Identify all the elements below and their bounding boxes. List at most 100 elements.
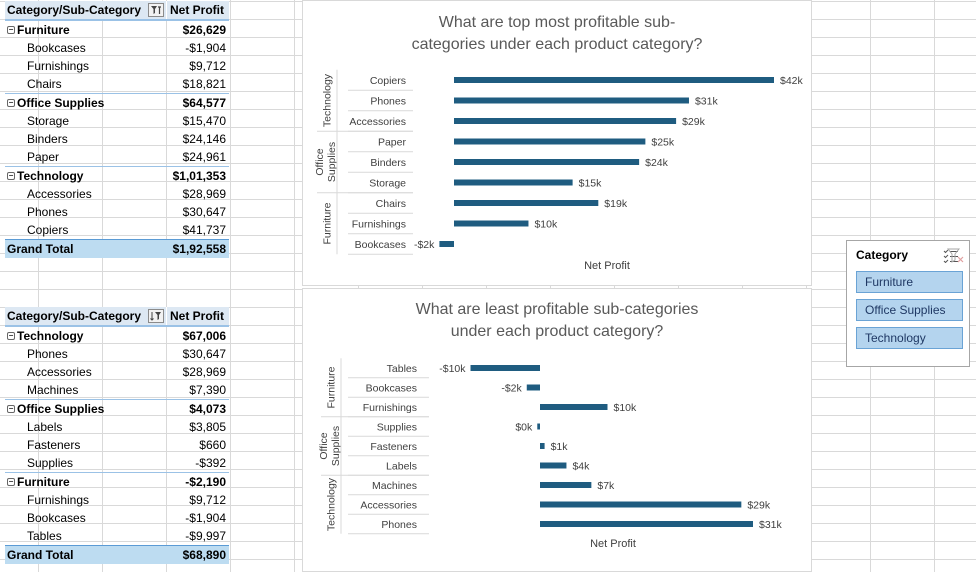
row-value: $24,961: [182, 150, 226, 164]
row-value: $28,969: [182, 365, 226, 379]
row-value: -$9,997: [185, 529, 226, 543]
row-value: $67,006: [182, 329, 226, 343]
category-label: Paper: [378, 137, 407, 149]
subcategory-row[interactable]: Bookcases -$1,904: [5, 39, 229, 57]
row-label: Bookcases: [27, 511, 86, 525]
row-value: $30,647: [182, 347, 226, 361]
collapse-icon[interactable]: −: [7, 171, 15, 180]
chart-title: What are least profitable sub-categories…: [415, 301, 699, 340]
group-label: Furniture: [326, 366, 338, 408]
category-row[interactable]: − Furniture $26,629: [5, 20, 229, 39]
subcategory-row[interactable]: Chairs $18,821: [5, 75, 229, 93]
bar: [526, 384, 540, 391]
category-label: Labels: [386, 461, 417, 473]
subcategory-row[interactable]: Furnishings $9,712: [5, 491, 229, 509]
category-label: Binders: [370, 157, 406, 169]
subcategory-row[interactable]: Accessories $28,969: [5, 363, 229, 381]
grand-total-row[interactable]: Grand Total $68,890: [5, 545, 229, 564]
chart-top-profitable[interactable]: What are top most profitable sub-categor…: [302, 0, 812, 286]
data-label: $29k: [682, 116, 706, 128]
slicer-item-office-supplies[interactable]: Office Supplies: [856, 299, 963, 321]
collapse-icon[interactable]: −: [7, 98, 15, 107]
category-row[interactable]: − Technology $67,006: [5, 326, 229, 345]
filter-dropdown-icon[interactable]: [148, 3, 164, 17]
category-label: Machines: [372, 480, 417, 492]
group-label: OfficeSupplies: [318, 426, 342, 466]
bar: [454, 138, 646, 145]
pivot-value-header: Net Profit: [166, 1, 229, 19]
subcategory-row[interactable]: Supplies -$392: [5, 454, 229, 472]
category-label: Phones: [381, 519, 417, 531]
data-label: $42k: [780, 75, 804, 87]
category-row[interactable]: − Furniture -$2,190: [5, 472, 229, 491]
row-label: Accessories: [27, 187, 92, 201]
data-label: $1k: [551, 441, 569, 453]
row-label: Furnishings: [27, 59, 90, 73]
row-label: Tables: [27, 529, 62, 543]
row-value: $660: [199, 438, 226, 452]
row-label: Chairs: [27, 77, 62, 91]
row-value: $9,712: [189, 493, 226, 507]
row-label: Phones: [27, 347, 68, 361]
subcategory-row[interactable]: Furnishings $9,712: [5, 57, 229, 75]
subcategory-row[interactable]: Copiers $41,737: [5, 221, 229, 239]
row-label: Binders: [27, 132, 68, 146]
row-label: Office Supplies: [17, 402, 105, 416]
row-value: -$1,904: [185, 511, 226, 525]
category-label: Supplies: [377, 422, 417, 434]
subcategory-row[interactable]: Phones $30,647: [5, 345, 229, 363]
subcategory-row[interactable]: Machines $7,390: [5, 381, 229, 399]
subcategory-row[interactable]: Paper $24,961: [5, 148, 229, 166]
subcategory-row[interactable]: Fasteners $660: [5, 436, 229, 454]
category-label: Furnishings: [352, 219, 406, 231]
subcategory-row[interactable]: Tables -$9,997: [5, 527, 229, 545]
chart-least-profitable[interactable]: What are least profitable sub-categories…: [302, 288, 812, 572]
row-label: Bookcases: [27, 41, 86, 55]
row-value: $4,073: [189, 402, 226, 416]
category-slicer[interactable]: Category Furniture Office Supplies Technol…: [846, 240, 970, 367]
row-label: Technology: [17, 169, 84, 183]
collapse-icon[interactable]: −: [7, 477, 15, 486]
category-row[interactable]: − Office Supplies $64,577: [5, 93, 229, 112]
chart-title: What are top most profitable sub-categor…: [411, 14, 703, 53]
slicer-item-furniture[interactable]: Furniture: [856, 271, 963, 293]
bar: [454, 77, 774, 83]
data-label: $0k: [515, 422, 533, 434]
pivot-table-bottom[interactable]: Category/Sub-Category Net Profit − Techno…: [5, 307, 229, 564]
category-label: Tables: [387, 363, 417, 375]
category-label: Accessories: [349, 116, 406, 128]
category-label: Storage: [369, 178, 406, 190]
grand-total-row[interactable]: Grand Total $1,92,558: [5, 239, 229, 258]
multi-select-icon[interactable]: [943, 249, 959, 268]
subcategory-row[interactable]: Storage $15,470: [5, 112, 229, 130]
pivot-header-row: Category/Sub-Category Net Profit: [5, 307, 229, 326]
category-row[interactable]: − Technology $1,01,353: [5, 166, 229, 185]
row-value: -$392: [195, 456, 226, 470]
pivot-table-top[interactable]: Category/Sub-Category Net Profit − Furnit…: [5, 1, 229, 258]
subcategory-row[interactable]: Labels $3,805: [5, 418, 229, 436]
subcategory-row[interactable]: Bookcases -$1,904: [5, 509, 229, 527]
bar: [537, 423, 540, 430]
subcategory-row[interactable]: Binders $24,146: [5, 130, 229, 148]
data-label: -$2k: [501, 383, 522, 395]
row-value: $18,821: [182, 77, 226, 91]
collapse-icon[interactable]: −: [7, 404, 15, 413]
sort-filter-dropdown-icon[interactable]: [148, 309, 164, 323]
bar: [454, 118, 677, 124]
row-label: Grand Total: [7, 242, 74, 256]
category-row[interactable]: − Office Supplies $4,073: [5, 399, 229, 418]
group-label: Technology: [322, 73, 334, 127]
subcategory-row[interactable]: Accessories $28,969: [5, 185, 229, 203]
collapse-icon[interactable]: −: [7, 331, 15, 340]
pivot-row-header: Category/Sub-Category: [7, 3, 142, 17]
collapse-icon[interactable]: −: [7, 25, 15, 34]
row-value: $68,890: [182, 548, 226, 562]
row-label: Furnishings: [27, 493, 90, 507]
pivot-header-row: Category/Sub-Category Net Profit: [5, 1, 229, 20]
row-label: Office Supplies: [17, 96, 105, 110]
category-label: Phones: [370, 96, 406, 108]
row-value: $41,737: [182, 223, 226, 237]
subcategory-row[interactable]: Phones $30,647: [5, 203, 229, 221]
slicer-item-technology[interactable]: Technology: [856, 327, 963, 349]
row-label: Furniture: [17, 23, 70, 37]
